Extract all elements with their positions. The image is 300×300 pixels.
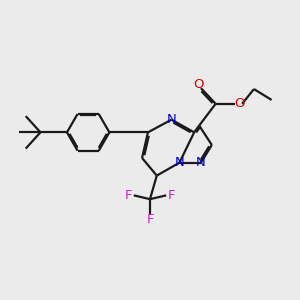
- Text: F: F: [168, 189, 175, 202]
- Text: N: N: [167, 113, 176, 126]
- Text: N: N: [175, 156, 184, 169]
- Text: F: F: [146, 213, 154, 226]
- Text: N: N: [196, 156, 206, 169]
- Text: O: O: [193, 78, 204, 91]
- Text: O: O: [235, 97, 245, 110]
- Text: F: F: [125, 189, 132, 202]
